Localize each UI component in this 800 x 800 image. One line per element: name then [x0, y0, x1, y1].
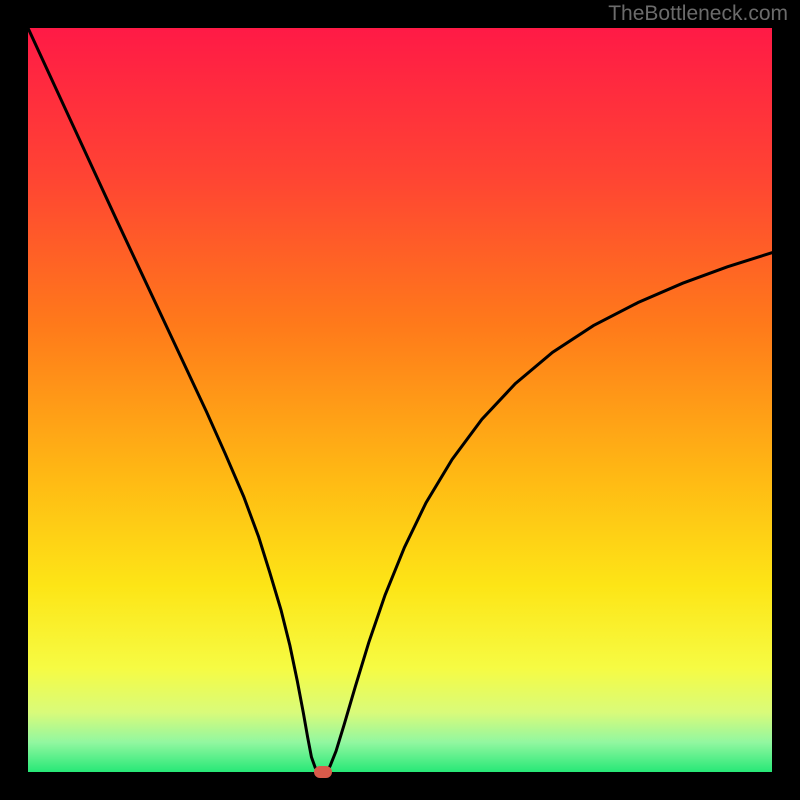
- watermark-text: TheBottleneck.com: [608, 2, 788, 26]
- curve-line: [28, 28, 772, 772]
- valley-marker: [314, 766, 332, 778]
- curve-right-path: [326, 253, 772, 772]
- curve-left-path: [28, 28, 319, 772]
- plot-area: [28, 28, 772, 772]
